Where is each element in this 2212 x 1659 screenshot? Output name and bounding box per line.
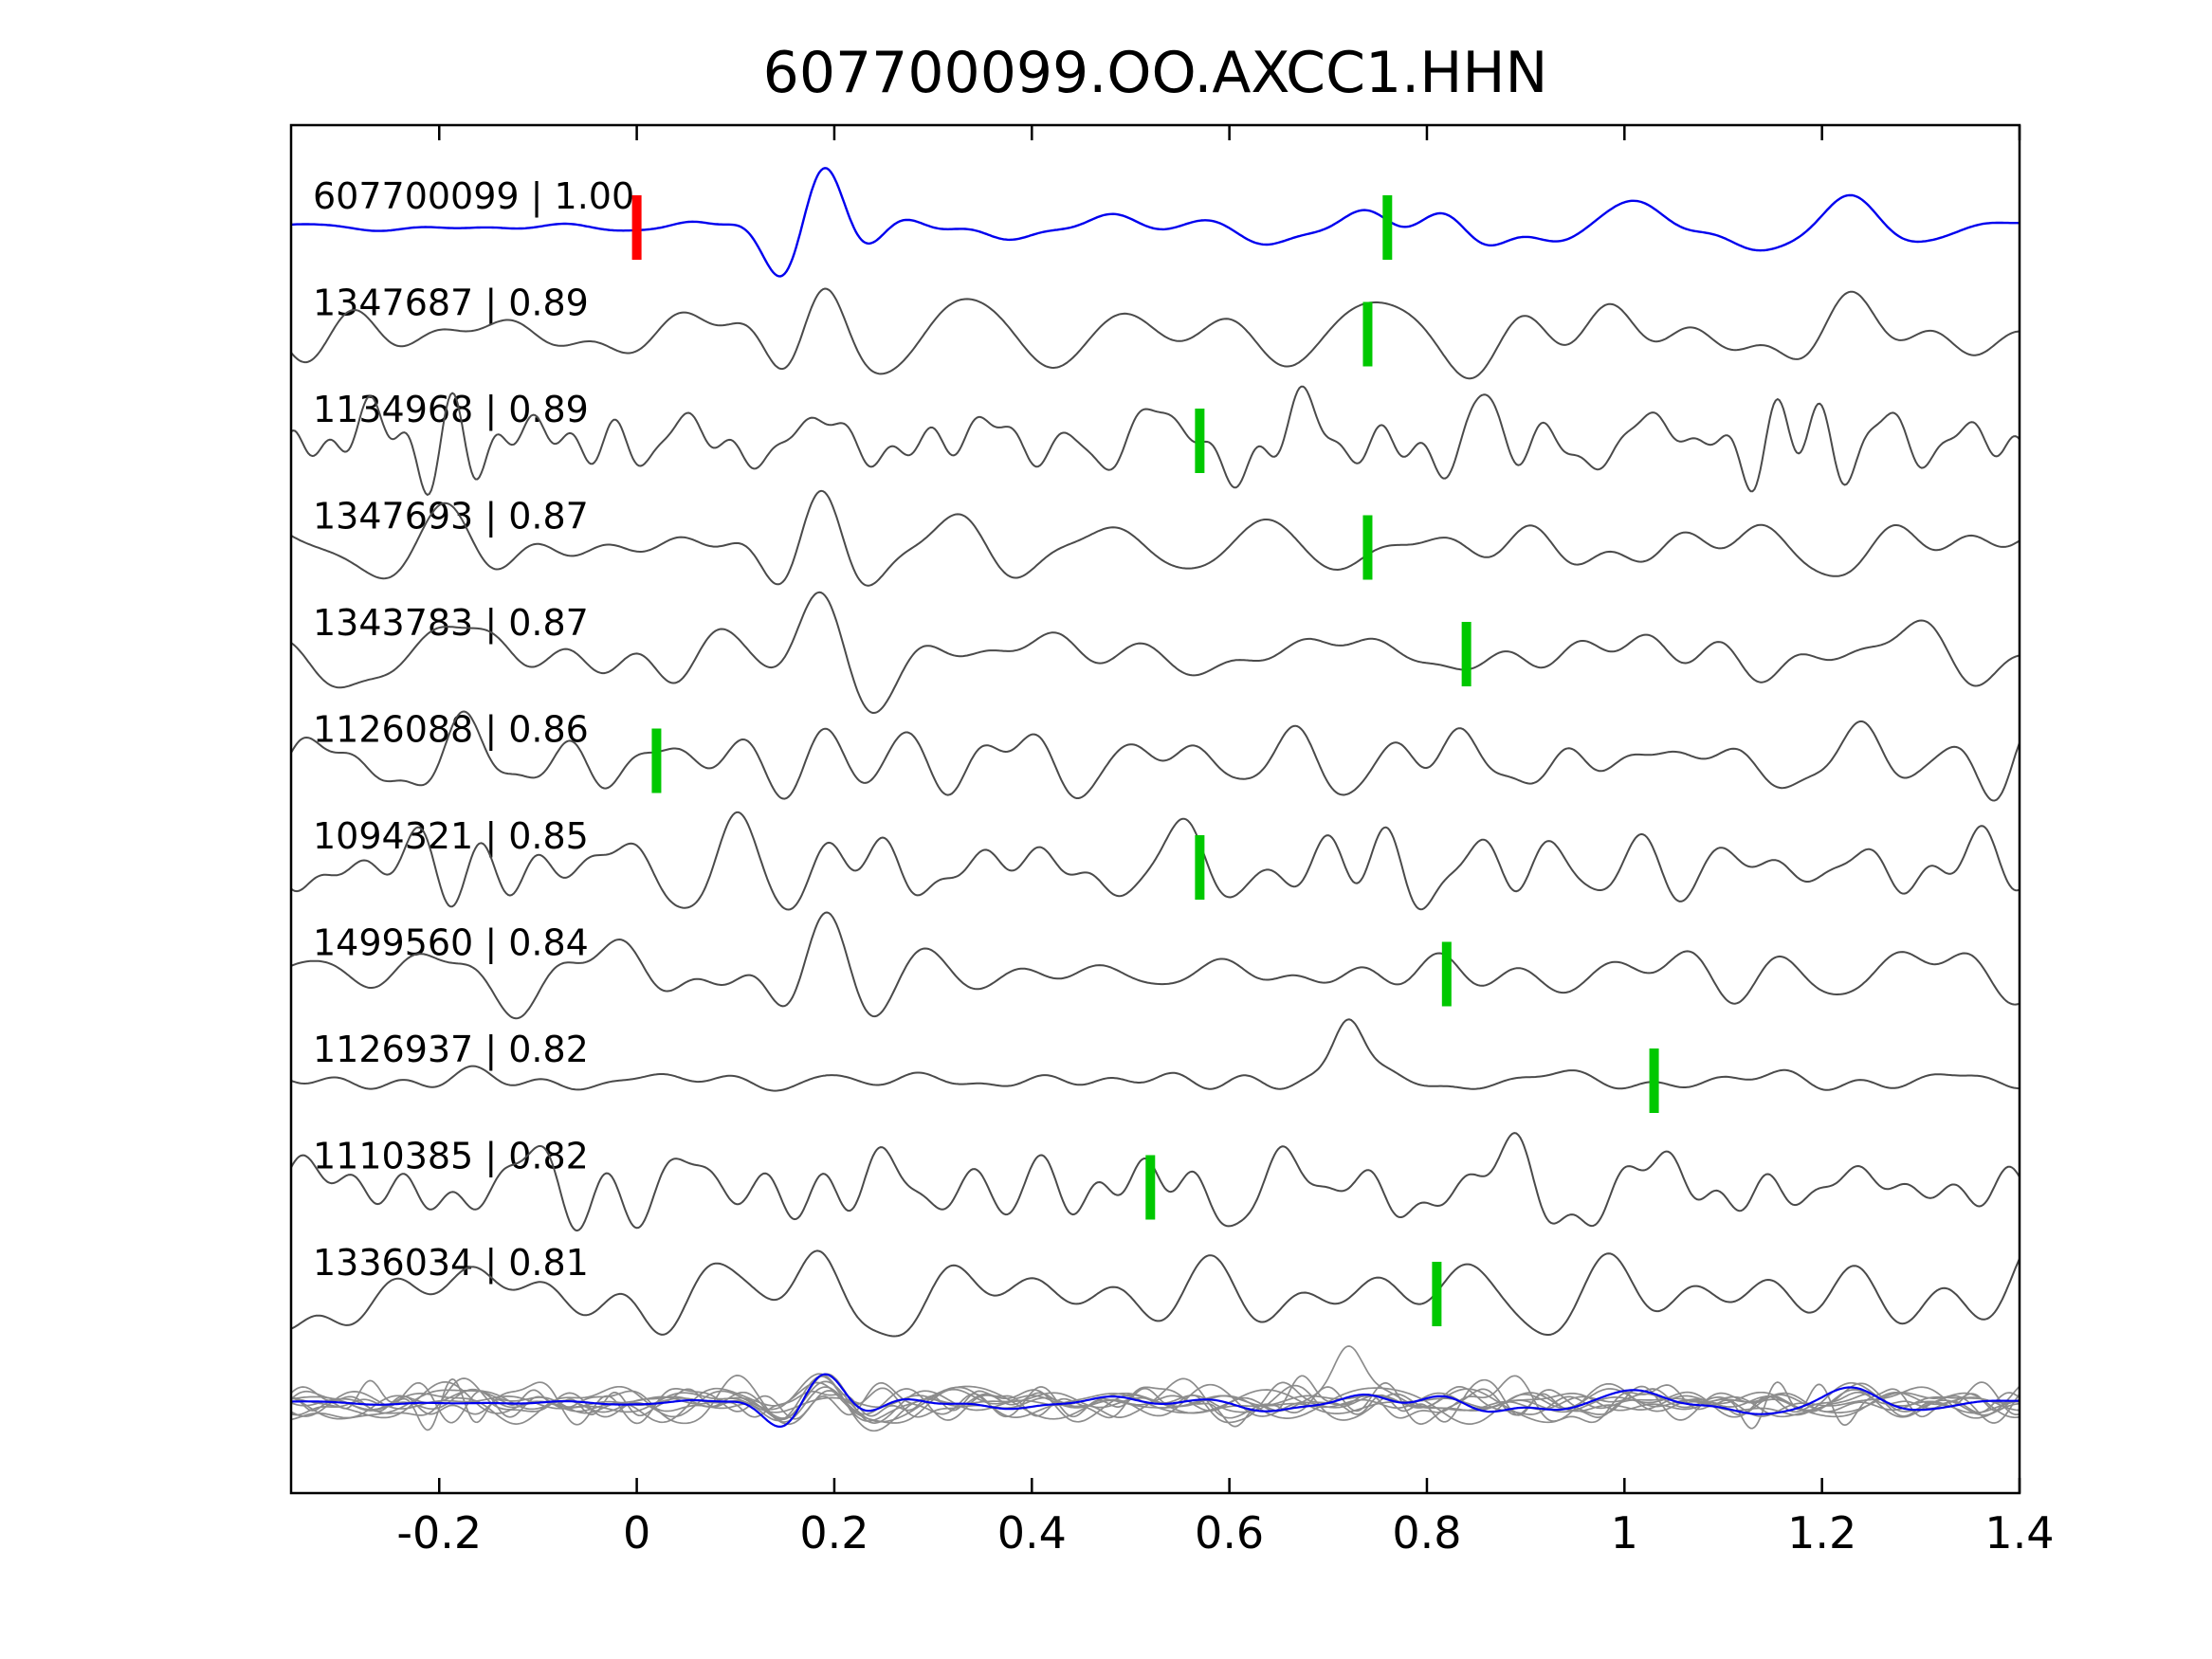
pick-marker (1145, 1155, 1156, 1220)
detection-waveform (291, 287, 2020, 380)
detection-waveform (291, 1018, 2020, 1092)
trace-label: 1347687 | 0.89 (313, 283, 589, 325)
overlay-waveform (291, 1375, 2020, 1426)
pick-marker (1461, 622, 1472, 686)
trace-label: 1126937 | 0.82 (313, 1029, 589, 1071)
pick-marker (1649, 1048, 1659, 1113)
detection-waveform (291, 710, 2020, 802)
detection-waveform (291, 489, 2020, 587)
trace-label: 1110385 | 0.82 (313, 1136, 589, 1178)
pick-marker (631, 195, 642, 260)
trace-label: 1499560 | 0.84 (313, 922, 589, 965)
axes-border (289, 123, 2021, 1495)
pick-marker (651, 728, 662, 793)
pick-marker (1382, 195, 1393, 260)
figure-title: 607700099.OO.AXCC1.HHN (762, 40, 1548, 106)
overlay-template-waveform (291, 1373, 2020, 1428)
detection-waveform (291, 911, 2020, 1020)
trace-label: 1347693 | 0.87 (313, 496, 589, 538)
overlay-waveform (291, 1373, 2020, 1425)
overlay-waveform (291, 1381, 2020, 1424)
axis-ticks: -0.2 0 0.2 0.4 0.6 0.8 1 1.2 1.4 (396, 125, 2055, 1559)
pick-marker (1441, 941, 1452, 1007)
pick-marker (1195, 409, 1205, 473)
detection-waveform (291, 385, 2020, 496)
pick-marker (1432, 1262, 1442, 1326)
x-tick-label: -0.2 (396, 1507, 482, 1559)
x-tick-label: 0.2 (799, 1507, 868, 1559)
trace-label: 1336034 | 0.81 (313, 1242, 589, 1285)
x-tick-label: 0 (623, 1507, 650, 1559)
detection-waveform (291, 811, 2020, 911)
pick-marker (1362, 301, 1373, 367)
detection-waveform (291, 1249, 2020, 1338)
template-waveform (291, 167, 2020, 278)
x-tick-label: 0.6 (1195, 1507, 1264, 1559)
pick-marker (1195, 835, 1205, 900)
x-tick-label: 0.8 (1392, 1507, 1461, 1559)
overlay-waveform (291, 1377, 2020, 1424)
pick-marker (1362, 515, 1373, 580)
detection-waveform (291, 591, 2020, 714)
x-tick-label: 1 (1611, 1507, 1638, 1559)
trace-label: 1343783 | 0.87 (313, 602, 589, 645)
overlay-waveform (291, 1345, 2020, 1413)
detection-waveform (291, 1132, 2020, 1232)
x-tick-label: 1.2 (1787, 1507, 1856, 1559)
trace-label: 1094321 | 0.85 (313, 815, 589, 858)
x-tick-label: 0.4 (997, 1507, 1067, 1559)
trace-label: 607700099 | 1.00 (313, 175, 634, 218)
x-tick-label: 1.4 (1984, 1507, 2054, 1559)
